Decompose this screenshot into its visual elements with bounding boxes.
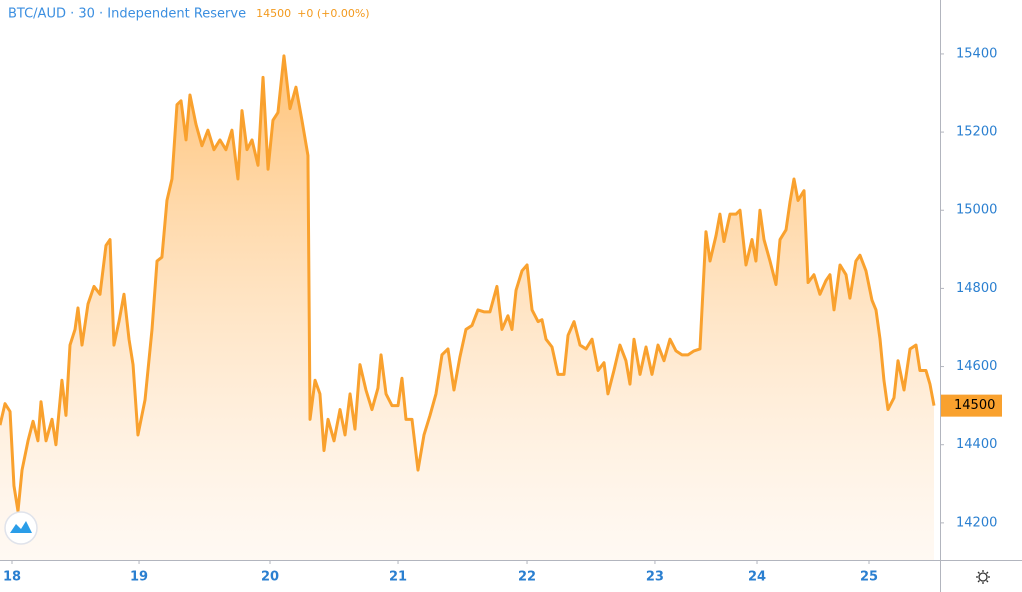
y-tick-label: 14800 [956,281,997,296]
y-tick-label: 14200 [956,515,997,530]
price-line [0,54,936,513]
gear-ring[interactable] [978,572,988,582]
last-price-legend: 14500 [256,7,291,20]
y-tick-label: 14400 [956,437,997,452]
y-tick-label: 15400 [956,46,997,61]
x-tick-label: 21 [389,570,407,585]
y-tick-label: 14600 [956,359,997,374]
y-tick-label: 15000 [956,203,997,218]
last-price-label: 14500 [954,398,995,413]
settings-button[interactable] [976,570,990,584]
x-tick-label: 20 [261,570,279,585]
chart-title: BTC/AUD · 30 · Independent Reserve [8,7,246,22]
logo-circle[interactable] [4,511,38,545]
x-tick-label: 22 [518,570,536,585]
x-tick-label: 23 [646,570,664,585]
axes: 14200 14400 14600 14800 15000 15200 15400 18 19 2… [3,46,1002,585]
logo[interactable] [4,511,38,545]
x-tick-label: 18 [3,570,21,585]
plot-area [0,54,936,560]
x-tick-label: 24 [748,570,766,585]
area-fill [0,55,934,560]
x-tick-label: 19 [130,570,148,585]
x-tick-label: 25 [860,570,878,585]
change-legend: +0 (+0.00%) [297,7,369,20]
y-tick-label: 15200 [956,125,997,140]
gear-teeth[interactable] [976,570,990,584]
logo-icon[interactable] [10,521,32,533]
last-price-badge [941,394,1002,417]
